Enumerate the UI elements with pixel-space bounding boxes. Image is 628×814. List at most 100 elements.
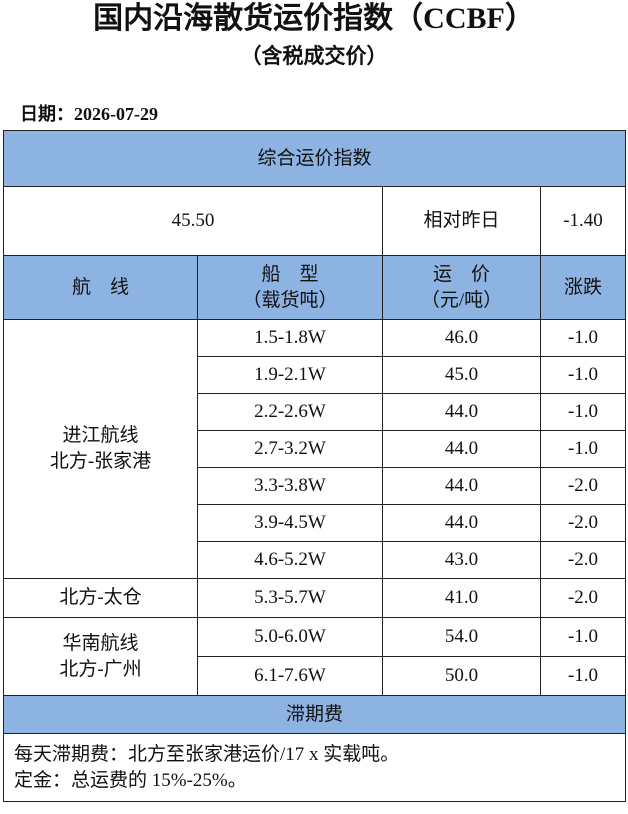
title: 国内沿海散货运价指数（CCBF）: [93, 2, 535, 35]
cell-text: 1.5-1.8W: [254, 327, 326, 348]
table-row: 滞期费: [2, 695, 627, 734]
table-row: 45.50 相对昨日 -1.40: [3, 186, 627, 256]
cell-text: -1.0: [567, 401, 599, 422]
cell-text: 北方-张家港: [49, 451, 152, 472]
date: 日期：2026-07-29: [20, 104, 158, 124]
cell-text: 1.9-2.1W: [254, 364, 326, 385]
change: -1.0: [539, 356, 627, 394]
section-header: 综合运价指数: [2, 130, 627, 187]
subtitle: （含税成交价）: [240, 44, 388, 68]
cell-text: 2.2-2.6W: [254, 401, 326, 422]
ship-type: 3.9-4.5W: [197, 504, 383, 542]
cell-text: （元/吨）: [420, 289, 503, 311]
ship-type: 2.7-3.2W: [197, 430, 383, 468]
table-row: 1.9-2.1W 45.0 -1.0: [4, 356, 627, 394]
cell-text: -1.40: [563, 210, 603, 231]
freight-rate: 43.0: [382, 541, 541, 579]
table-row: 3.9-4.5W 44.0 -2.0: [4, 504, 627, 542]
change: -1.0: [539, 617, 627, 657]
freight-rate: 54.0: [382, 617, 541, 657]
table-row: 航 线 船 型 （载货吨） 运 价 （元/吨） 涨跌: [3, 255, 627, 320]
cell-text: 41.0: [444, 587, 479, 608]
freight-rate: 44.0: [382, 430, 541, 468]
table-row: 4.6-5.2W 43.0 -2.0: [4, 541, 627, 579]
freight-rate: 45.0: [382, 356, 541, 394]
cell-text: 每天滞期费：北方至张家港运价/17 x 实载吨。: [14, 743, 400, 765]
footer-notes: 每天滞期费：北方至张家港运价/17 x 实载吨。 定金：总运费的 15%-25%。: [2, 733, 627, 802]
table-row: 北方-太仓 5.3-5.7W 41.0 -2.0: [3, 578, 627, 618]
table-row: 综合运价指数: [2, 130, 627, 187]
cell-text: -1.0: [567, 626, 599, 647]
cell-text: 5.3-5.7W: [254, 587, 326, 608]
column-header: 运 价 （元/吨）: [382, 255, 541, 320]
ship-type: 4.6-5.2W: [197, 541, 383, 579]
freight-rate: 41.0: [382, 578, 541, 618]
footer-title: 滞期费: [2, 695, 627, 734]
cell-text: 45.0: [444, 364, 479, 385]
cell-text: 3.3-3.8W: [254, 475, 326, 496]
cell-text: -2.0: [567, 475, 599, 496]
change: -2.0: [539, 467, 627, 505]
cell-text: 航 线: [71, 276, 129, 298]
cell-text: -2.0: [567, 512, 599, 533]
table-row: 6.1-7.6W 50.0 -1.0: [4, 656, 627, 696]
cell-text: 5.0-6.0W: [254, 626, 326, 647]
ship-type: 6.1-7.6W: [197, 656, 383, 696]
cell-text: （载货吨）: [242, 289, 338, 311]
column-header: 航 线: [3, 255, 198, 320]
cell-text: -1.0: [567, 438, 599, 459]
ship-type: 1.5-1.8W: [197, 319, 383, 357]
freight-rate: 50.0: [382, 656, 541, 696]
cell-text: 综合运价指数: [257, 147, 372, 169]
cell-text: 43.0: [444, 549, 479, 570]
freight-rate: 46.0: [382, 319, 541, 357]
change: -2.0: [539, 578, 627, 618]
table-row: 2.2-2.6W 44.0 -1.0: [4, 393, 627, 431]
cell-text: 54.0: [444, 626, 479, 647]
cell-text: 华南航线: [62, 632, 139, 654]
cell-text: 44.0: [444, 438, 479, 459]
freight-rate: 44.0: [382, 393, 541, 431]
table-row: 3.3-3.8W 44.0 -2.0: [4, 467, 627, 505]
cell-text: -2.0: [567, 587, 599, 608]
freight-rate: 44.0: [382, 504, 541, 542]
cell-text: 4.6-5.2W: [254, 549, 326, 570]
change: -1.0: [539, 430, 627, 468]
cell-text: 滞期费: [286, 703, 344, 725]
cell-text: 44.0: [444, 512, 479, 533]
freight-rate: 44.0: [382, 467, 541, 505]
ship-type: 5.3-5.7W: [197, 578, 383, 618]
cell-text: 45.50: [171, 210, 215, 231]
route: 进江航线北方-张家港: [3, 319, 198, 579]
cell-text: -1.0: [567, 364, 599, 385]
column-header: 船 型 （载货吨）: [197, 255, 383, 320]
compare-value: -1.40: [539, 186, 627, 256]
table-row: 每天滞期费：北方至张家港运价/17 x 实载吨。 定金：总运费的 15%-25%。: [2, 733, 627, 802]
cell-text: 定金：总运费的 15%-25%。: [14, 769, 247, 791]
change: -1.0: [539, 319, 627, 357]
cell-text: 50.0: [444, 665, 479, 686]
change: -1.0: [539, 656, 627, 696]
cell-text: 44.0: [444, 401, 479, 422]
cell-text: 相对昨日: [423, 210, 500, 231]
cell-text: 6.1-7.6W: [254, 665, 326, 686]
cell-text: 进江航线: [62, 425, 139, 446]
ship-type: 3.3-3.8W: [197, 467, 383, 505]
cell-text: 44.0: [444, 475, 479, 496]
cell-text: 北方-广州: [59, 658, 142, 680]
ship-type: 1.9-2.1W: [197, 356, 383, 394]
cell-text: -1.0: [567, 327, 599, 348]
table-row: 2.7-3.2W 44.0 -1.0: [4, 430, 627, 468]
index-value: 45.50: [3, 186, 383, 256]
change: -2.0: [539, 504, 627, 542]
cell-text: 3.9-4.5W: [254, 512, 326, 533]
cell-text: 涨跌: [564, 276, 603, 298]
column-header: 涨跌: [539, 255, 627, 320]
cell-text: -1.0: [567, 665, 599, 686]
cell-text: -2.0: [567, 549, 599, 570]
table-row: 进江航线北方-张家港 1.5-1.8W 46.0 -1.0: [3, 319, 627, 579]
cell-text: 运 价: [432, 263, 490, 285]
cell-text: 船 型: [261, 263, 319, 285]
route: 华南航线北方-广州: [3, 617, 198, 696]
